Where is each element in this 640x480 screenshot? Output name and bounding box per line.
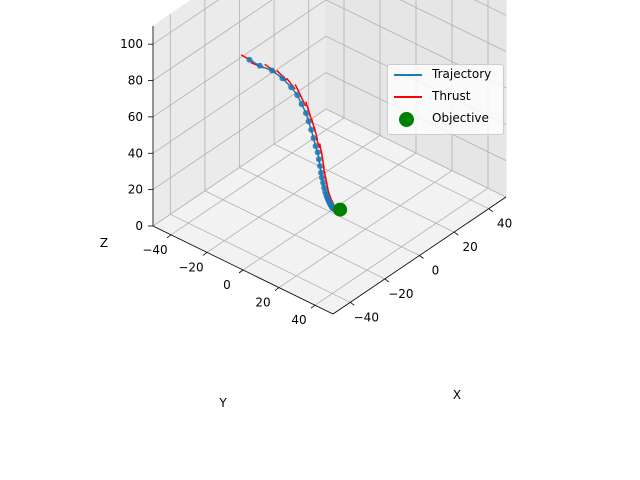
z-tick-label: 0 bbox=[135, 219, 143, 233]
z-gridline bbox=[152, 0, 507, 118]
y-tick bbox=[274, 287, 280, 291]
x-tick bbox=[384, 278, 390, 283]
y-tick bbox=[202, 252, 208, 256]
y-tick-label: 20 bbox=[255, 296, 270, 310]
legend-item-thrust: Thrust bbox=[388, 87, 503, 107]
y-tick-label: −20 bbox=[178, 260, 203, 274]
legend-swatch-thrust bbox=[394, 96, 422, 98]
legend-swatch-trajectory bbox=[394, 74, 422, 76]
trajectory-point bbox=[305, 118, 312, 125]
x-axis-label: X bbox=[453, 388, 461, 402]
trajectory-point bbox=[298, 101, 305, 108]
x-tick bbox=[453, 231, 459, 236]
x-tick bbox=[419, 255, 424, 259]
trajectory-point bbox=[279, 75, 286, 82]
axes-ticks: −40 −20 0 20 40 40 20 0 −20 −40 0 20 40 60 80 100 bbox=[120, 37, 512, 327]
z-tick-label: 100 bbox=[120, 37, 143, 51]
trajectory-point bbox=[269, 67, 275, 74]
thrust-vector bbox=[321, 157, 325, 169]
trajectory-point bbox=[256, 62, 263, 69]
x-tick-label: 0 bbox=[432, 264, 440, 278]
trajectory-point bbox=[319, 174, 325, 181]
x-tick-label: 20 bbox=[462, 240, 477, 254]
z-gridline bbox=[152, 0, 507, 45]
z-gridline bbox=[152, 108, 507, 227]
thrust-vector bbox=[315, 137, 321, 149]
objective-marker bbox=[333, 202, 348, 217]
x-tick bbox=[488, 208, 493, 213]
legend-label-trajectory: Trajectory bbox=[432, 67, 492, 81]
thrust-vector bbox=[313, 126, 319, 141]
legend-item-trajectory: Trajectory bbox=[388, 65, 503, 85]
trajectory-point bbox=[315, 156, 322, 163]
legend: Trajectory Thrust Objective bbox=[387, 64, 504, 135]
legend-label-objective: Objective bbox=[432, 111, 489, 125]
z-tick-label: 80 bbox=[128, 74, 143, 88]
z-tick-label: 20 bbox=[128, 183, 143, 197]
z-tick-label: 40 bbox=[128, 146, 143, 160]
y-tick-label: 0 bbox=[223, 278, 231, 292]
z-axis-label: Z bbox=[100, 236, 108, 250]
trajectory-point bbox=[294, 92, 301, 99]
legend-item-objective: Objective bbox=[388, 109, 503, 129]
trajectory-point bbox=[246, 56, 253, 63]
objective-series bbox=[333, 202, 348, 217]
trajectory-point bbox=[318, 169, 324, 176]
trajectory-point bbox=[288, 84, 295, 91]
trajectory-point bbox=[320, 179, 327, 186]
x-tick bbox=[350, 301, 355, 306]
trajectory-point bbox=[308, 126, 315, 133]
y-tick-label: 40 bbox=[291, 313, 306, 327]
y-tick bbox=[166, 234, 172, 239]
z-tick-label: 60 bbox=[128, 110, 143, 124]
x-tick-label: 40 bbox=[497, 217, 512, 231]
trajectory-point bbox=[303, 110, 309, 117]
legend-marker-objective bbox=[399, 112, 414, 127]
legend-label-thrust: Thrust bbox=[432, 89, 471, 103]
z-gridline bbox=[152, 0, 507, 81]
y-tick bbox=[238, 269, 244, 274]
x-tick-label: −40 bbox=[354, 310, 379, 324]
trajectory-point bbox=[312, 143, 319, 150]
y-tick bbox=[310, 304, 316, 309]
trajectory-point bbox=[310, 135, 317, 141]
y-tick-label: −40 bbox=[142, 243, 167, 257]
axes-panes bbox=[152, 0, 507, 315]
x-tick-label: −20 bbox=[388, 287, 413, 301]
y-axis-label: Y bbox=[218, 396, 227, 410]
trajectory-point bbox=[314, 149, 321, 156]
trajectory-point bbox=[317, 163, 323, 169]
